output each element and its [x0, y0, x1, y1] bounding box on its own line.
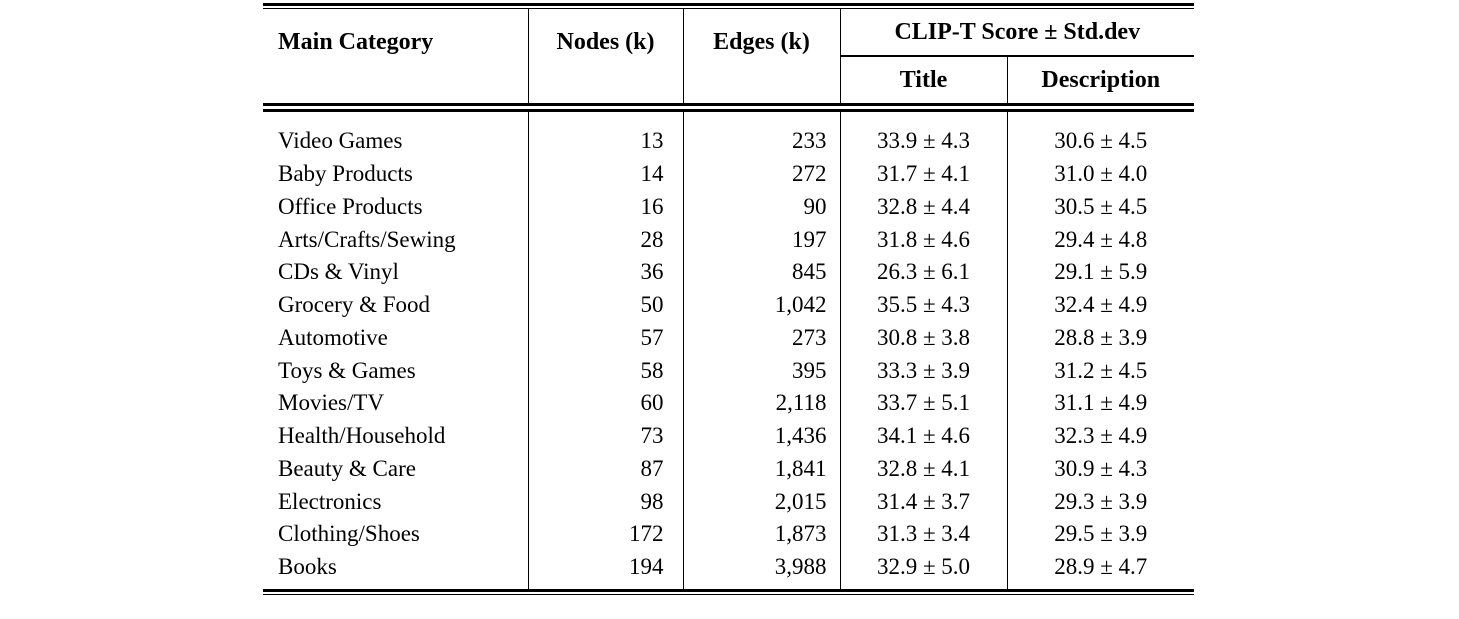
cell-nodes: 16	[527, 190, 683, 224]
cell-clip-t-description: 30.5 ± 4.5	[1006, 190, 1195, 224]
col-header-nodes: Nodes (k)	[527, 9, 683, 112]
table-row: Beauty & Care 87 1,841 32.8 ± 4.1 30.9 ±…	[263, 452, 1195, 486]
cell-clip-t-description: 31.1 ± 4.9	[1006, 387, 1195, 420]
cell-edges: 1,841	[682, 452, 840, 486]
cell-clip-t-title: 31.8 ± 4.6	[839, 223, 1007, 256]
cell-clip-t-title: 34.1 ± 4.6	[839, 419, 1007, 453]
cell-main-category: Baby Products	[278, 161, 413, 187]
cell-clip-t-title: 33.7 ± 5.1	[839, 387, 1007, 420]
cell-main-category: Books	[278, 554, 337, 580]
cell-clip-t-description: 29.3 ± 3.9	[1006, 485, 1195, 518]
table-bottom-rule	[263, 588, 1194, 595]
col-header-clip-t-group: CLIP-T Score ± Std.dev	[839, 9, 1195, 57]
table-row: Video Games 13 233 33.9 ± 4.3 30.6 ± 4.5	[263, 107, 1195, 158]
cell-main-category: Grocery & Food	[278, 292, 431, 318]
cell-main-category: Beauty & Care	[278, 455, 416, 481]
cell-edges: 1,436	[682, 419, 840, 453]
cell-clip-t-title: 32.9 ± 5.0	[839, 550, 1007, 589]
cell-nodes: 98	[527, 485, 683, 518]
cell-main-category: Office Products	[278, 193, 423, 219]
cell-nodes: 28	[527, 223, 683, 256]
cell-clip-t-description: 29.1 ± 5.9	[1006, 256, 1195, 289]
cell-nodes: 36	[527, 256, 683, 289]
table-row: Office Products 16 90 32.8 ± 4.4 30.5 ± …	[263, 190, 1195, 224]
cell-edges: 272	[682, 157, 840, 191]
cell-clip-t-title: 26.3 ± 6.1	[839, 256, 1007, 289]
cell-nodes: 87	[527, 452, 683, 486]
cell-nodes: 57	[527, 321, 683, 355]
table-header: Main Category Nodes (k) Edges (k) CLIP-T…	[263, 9, 1195, 112]
cell-clip-t-description: 32.4 ± 4.9	[1006, 288, 1195, 322]
col-header-description: Description	[1006, 56, 1195, 112]
cell-clip-t-description: 28.9 ± 4.7	[1006, 550, 1195, 589]
cell-edges: 1,873	[682, 518, 840, 551]
cell-nodes: 50	[527, 288, 683, 322]
cell-edges: 2,015	[682, 485, 840, 518]
header-row-sub: Title Description	[263, 56, 1195, 112]
cell-edges: 273	[682, 321, 840, 355]
cell-clip-t-title: 31.7 ± 4.1	[839, 157, 1007, 191]
cell-edges: 845	[682, 256, 840, 289]
cell-main-category: Health/Household	[278, 423, 446, 449]
cell-main-category: Video Games	[278, 128, 403, 154]
col-header-main-category: Main Category	[263, 9, 528, 112]
cell-main-category: CDs & Vinyl	[278, 259, 399, 285]
table-row: Books 194 3,988 32.9 ± 5.0 28.9 ± 4.7	[263, 550, 1195, 589]
table-body: Video Games 13 233 33.9 ± 4.3 30.6 ± 4.5…	[263, 107, 1195, 589]
cell-nodes: 14	[527, 157, 683, 191]
table-row: Arts/Crafts/Sewing 28 197 31.8 ± 4.6 29.…	[263, 223, 1195, 256]
cell-clip-t-title: 31.3 ± 3.4	[839, 518, 1007, 551]
table-row: CDs & Vinyl 36 845 26.3 ± 6.1 29.1 ± 5.9	[263, 256, 1195, 289]
cell-edges: 2,118	[682, 387, 840, 420]
cell-edges: 1,042	[682, 288, 840, 322]
cell-clip-t-description: 28.8 ± 3.9	[1006, 321, 1195, 355]
col-header-title: Title	[839, 56, 1007, 112]
cell-nodes: 60	[527, 387, 683, 420]
cell-clip-t-description: 30.6 ± 4.5	[1006, 107, 1195, 158]
cell-main-category: Movies/TV	[278, 390, 385, 416]
cell-clip-t-title: 33.3 ± 3.9	[839, 354, 1007, 387]
header-row-main: Main Category Nodes (k) Edges (k) CLIP-T…	[263, 9, 1195, 112]
cell-clip-t-description: 29.4 ± 4.8	[1006, 223, 1195, 256]
cell-main-category: Clothing/Shoes	[278, 521, 420, 547]
cell-main-category: Toys & Games	[278, 357, 416, 383]
cell-edges: 233	[682, 107, 840, 158]
cell-clip-t-title: 30.8 ± 3.8	[839, 321, 1007, 355]
cell-main-category: Electronics	[278, 488, 382, 514]
table-row: Automotive 57 273 30.8 ± 3.8 28.8 ± 3.9	[263, 321, 1195, 355]
cell-nodes: 172	[527, 518, 683, 551]
table-row: Grocery & Food 50 1,042 35.5 ± 4.3 32.4 …	[263, 288, 1195, 322]
cell-nodes: 73	[527, 419, 683, 453]
cell-main-category: Arts/Crafts/Sewing	[278, 226, 456, 252]
cell-clip-t-description: 31.2 ± 4.5	[1006, 354, 1195, 387]
cell-nodes: 194	[527, 550, 683, 589]
category-stats-table: Main Category Nodes (k) Edges (k) CLIP-T…	[263, 9, 1195, 589]
cell-clip-t-description: 32.3 ± 4.9	[1006, 419, 1195, 453]
table-row: Baby Products 14 272 31.7 ± 4.1 31.0 ± 4…	[263, 157, 1195, 191]
cell-edges: 90	[682, 190, 840, 224]
cell-nodes: 58	[527, 354, 683, 387]
cell-edges: 395	[682, 354, 840, 387]
cell-clip-t-description: 30.9 ± 4.3	[1006, 452, 1195, 486]
cell-clip-t-title: 31.4 ± 3.7	[839, 485, 1007, 518]
cell-clip-t-description: 29.5 ± 3.9	[1006, 518, 1195, 551]
table-top-rule	[263, 3, 1194, 9]
cell-main-category: Automotive	[278, 324, 388, 350]
cell-clip-t-title: 32.8 ± 4.4	[839, 190, 1007, 224]
table-row: Clothing/Shoes 172 1,873 31.3 ± 3.4 29.5…	[263, 518, 1195, 551]
col-header-edges: Edges (k)	[682, 9, 840, 112]
cell-clip-t-title: 33.9 ± 4.3	[839, 107, 1007, 158]
table-row: Toys & Games 58 395 33.3 ± 3.9 31.2 ± 4.…	[263, 354, 1195, 387]
cell-clip-t-description: 31.0 ± 4.0	[1006, 157, 1195, 191]
table-row: Movies/TV 60 2,118 33.7 ± 5.1 31.1 ± 4.9	[263, 387, 1195, 420]
table-row: Electronics 98 2,015 31.4 ± 3.7 29.3 ± 3…	[263, 485, 1195, 518]
cell-clip-t-title: 35.5 ± 4.3	[839, 288, 1007, 322]
category-stats-table-container: Main Category Nodes (k) Edges (k) CLIP-T…	[263, 3, 1195, 595]
cell-edges: 197	[682, 223, 840, 256]
cell-edges: 3,988	[682, 550, 840, 589]
cell-clip-t-title: 32.8 ± 4.1	[839, 452, 1007, 486]
cell-nodes: 13	[527, 107, 683, 158]
table-row: Health/Household 73 1,436 34.1 ± 4.6 32.…	[263, 419, 1195, 453]
